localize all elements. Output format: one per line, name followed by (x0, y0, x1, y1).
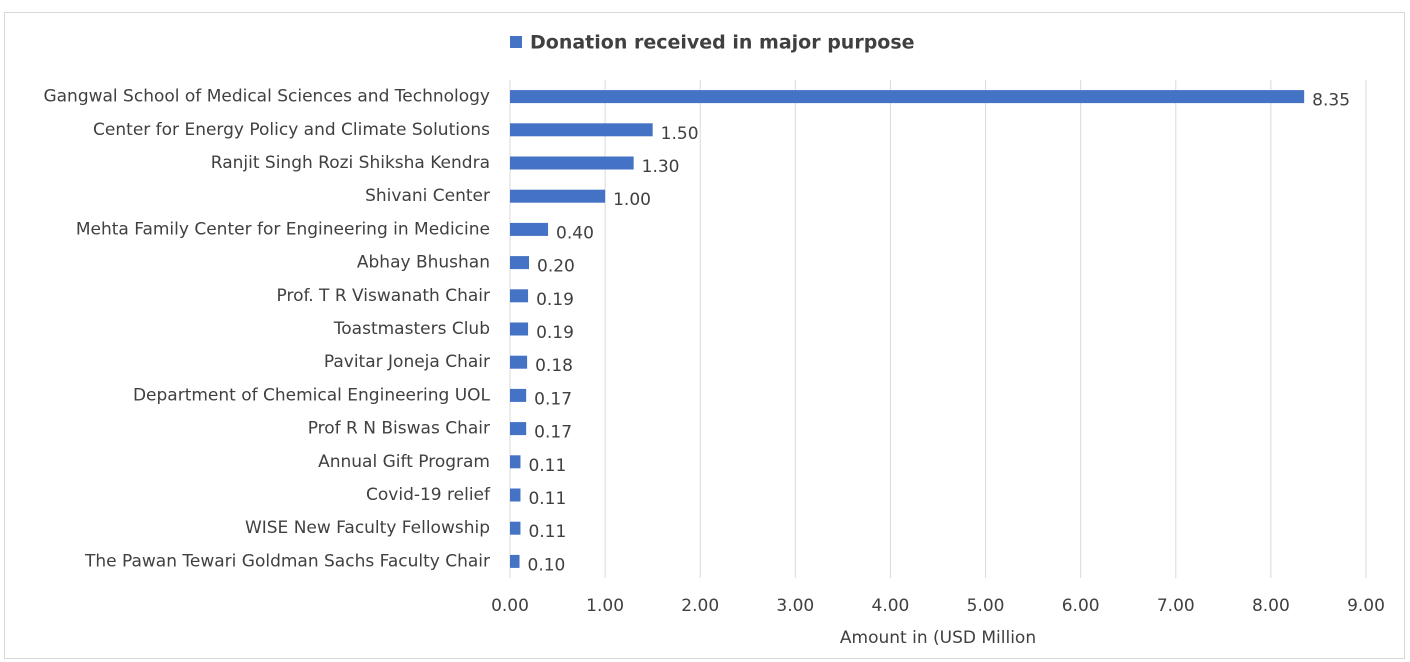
bar (510, 90, 1305, 104)
value-label: 8.35 (1312, 91, 1350, 111)
value-label: 0.11 (528, 522, 566, 542)
value-label: 0.17 (534, 389, 572, 409)
bar (510, 189, 606, 203)
bar (510, 488, 521, 502)
chart-frame (4, 12, 1405, 659)
y-tick-label: Pavitar Joneja Chair (324, 352, 490, 372)
legend-label: Donation received in major purpose (530, 32, 915, 54)
value-label: 0.20 (537, 257, 575, 277)
bar (510, 289, 529, 303)
y-tick-label: Shivani Center (365, 186, 490, 206)
bar (510, 455, 521, 469)
bar (510, 355, 528, 369)
y-tick-label: Center for Energy Policy and Climate Sol… (93, 120, 490, 140)
value-label: 1.50 (661, 124, 699, 144)
value-label: 1.30 (642, 157, 680, 177)
y-tick-label: Covid-19 relief (366, 485, 491, 505)
y-tick-label: Gangwal School of Medical Sciences and T… (43, 87, 490, 107)
y-tick-label: Annual Gift Program (318, 452, 490, 472)
x-tick-label: 9.00 (1347, 596, 1385, 616)
value-label: 0.40 (556, 223, 594, 243)
y-tick-label: Toastmasters Club (333, 319, 490, 339)
x-tick-label: 8.00 (1252, 596, 1290, 616)
value-label: 1.00 (613, 190, 651, 210)
bar (510, 222, 549, 236)
x-tick-label: 0.00 (491, 596, 529, 616)
bar (510, 521, 521, 535)
value-label: 0.10 (528, 555, 566, 575)
bar (510, 388, 527, 402)
value-label: 0.17 (534, 423, 572, 443)
y-tick-label: Department of Chemical Engineering UOL (133, 385, 491, 405)
x-tick-label: 1.00 (586, 596, 624, 616)
x-tick-label: 6.00 (1062, 596, 1100, 616)
y-tick-label: Mehta Family Center for Engineering in M… (76, 219, 490, 239)
value-label: 0.19 (536, 323, 574, 343)
bar (510, 554, 520, 568)
bar (510, 322, 529, 336)
x-tick-label: 2.00 (681, 596, 719, 616)
y-tick-label: The Pawan Tewari Goldman Sachs Faculty C… (84, 551, 490, 571)
x-axis-title: Amount in (USD Million (840, 628, 1036, 648)
value-label: 0.11 (528, 489, 566, 509)
bar (510, 256, 530, 270)
y-tick-label: Prof. T R Viswanath Chair (277, 286, 491, 306)
x-tick-label: 4.00 (872, 596, 910, 616)
value-label: 0.19 (536, 290, 574, 310)
value-label: 0.11 (528, 456, 566, 476)
bar (510, 156, 634, 170)
legend-swatch (510, 36, 522, 48)
x-tick-label: 7.00 (1157, 596, 1195, 616)
bar (510, 422, 527, 436)
y-tick-label: Ranjit Singh Rozi Shiksha Kendra (211, 153, 490, 173)
x-tick-label: 3.00 (776, 596, 814, 616)
y-tick-label: Prof R N Biswas Chair (308, 419, 490, 439)
y-tick-label: Abhay Bhushan (357, 253, 490, 273)
bar (510, 123, 653, 137)
value-label: 0.18 (535, 356, 573, 376)
x-tick-label: 5.00 (967, 596, 1005, 616)
y-tick-label: WISE New Faculty Fellowship (245, 518, 490, 538)
